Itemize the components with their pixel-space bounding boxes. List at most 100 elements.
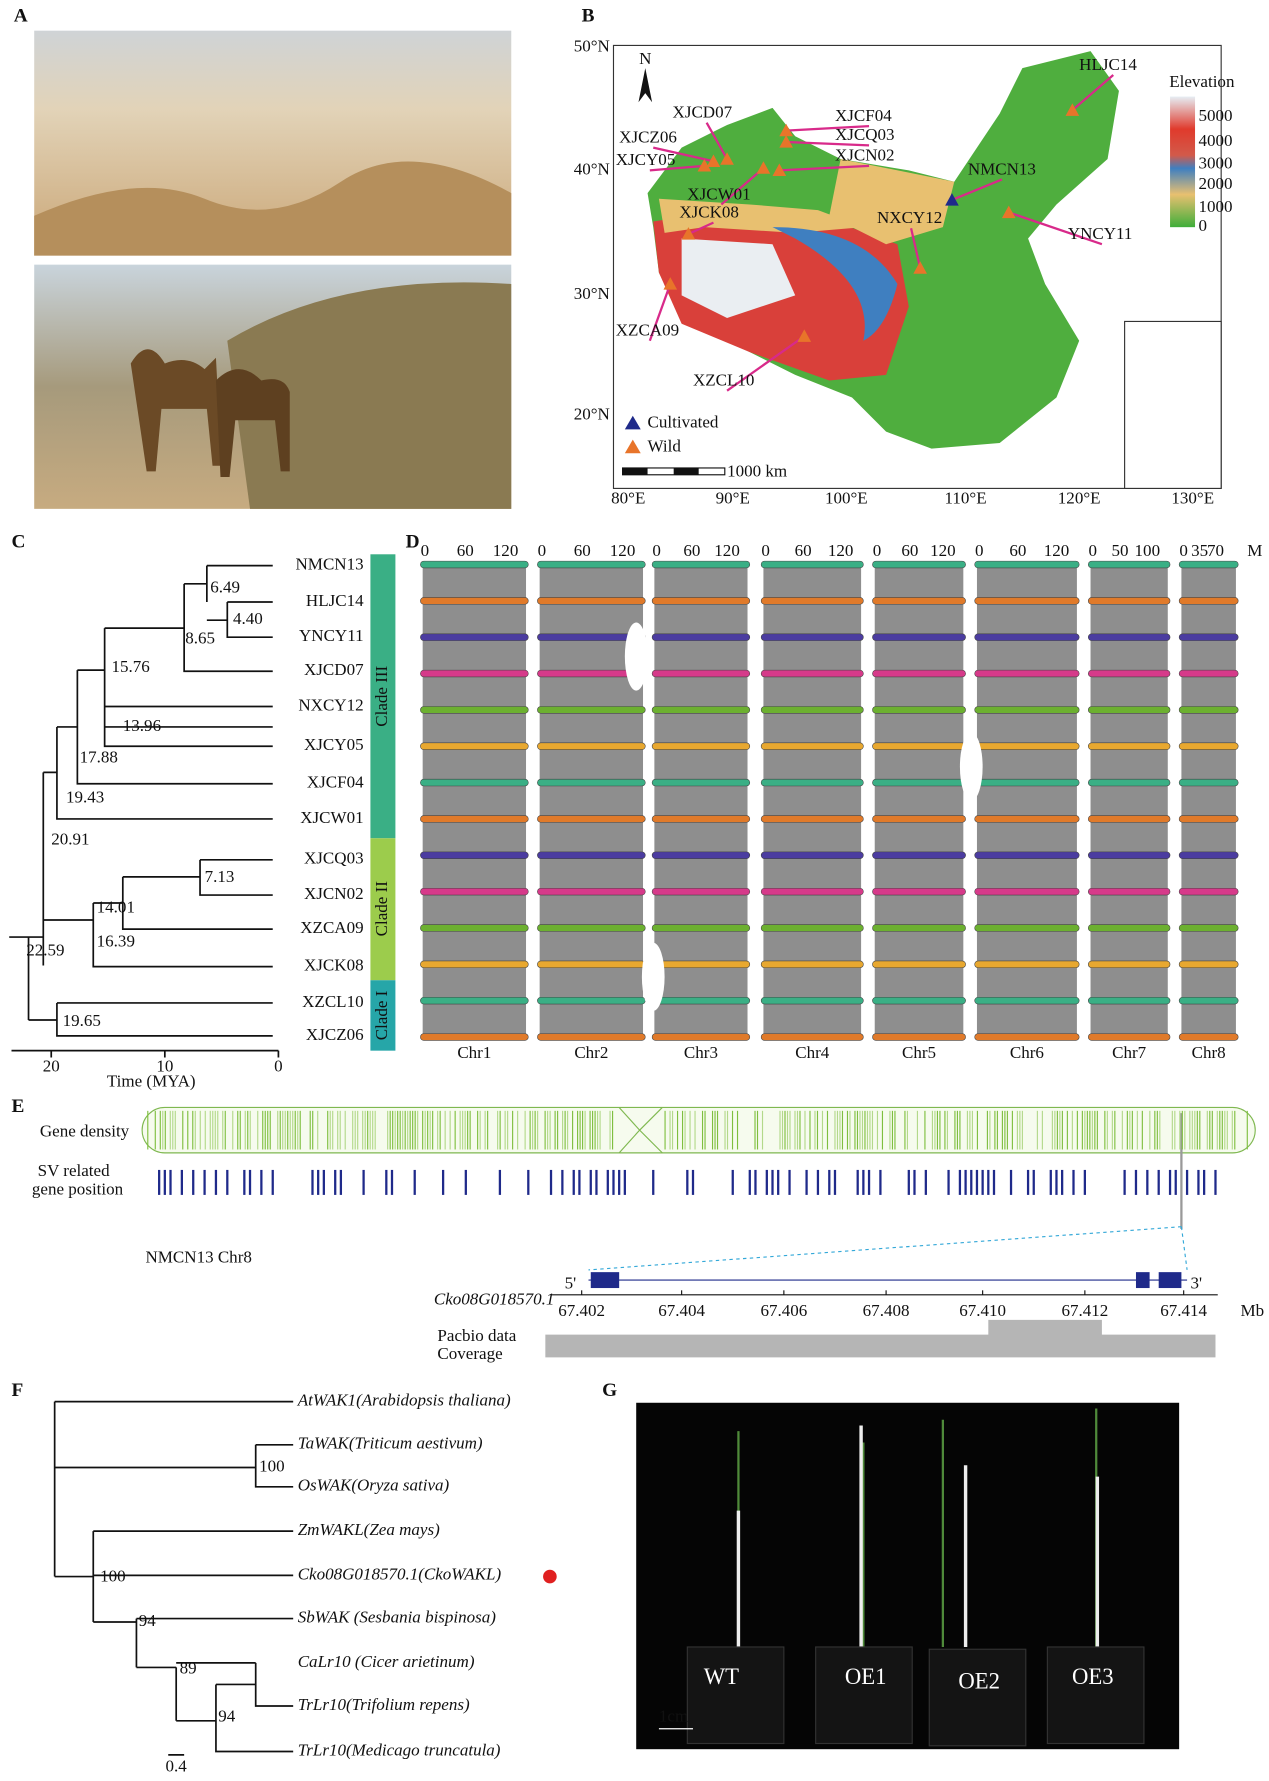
node-age: 19.43: [66, 787, 104, 806]
scale-label: 0.4: [166, 1756, 188, 1775]
exon: [1135, 1272, 1150, 1289]
position-label: 67.402: [558, 1301, 605, 1320]
map-desert: [829, 159, 955, 245]
chromosome-bar: [651, 633, 751, 641]
panel-letter: E: [11, 1096, 24, 1117]
chromosome-bar: [872, 887, 966, 896]
site-label: NMCN13: [968, 159, 1036, 178]
line-label: WT: [704, 1664, 739, 1689]
chromosome-bar: [420, 560, 529, 569]
chromosome-bar: [420, 742, 529, 750]
scale-tick: 70: [1207, 541, 1224, 560]
chromosome-bar: [760, 597, 864, 605]
strand-label: 5': [565, 1274, 577, 1293]
scale-bar: [673, 467, 699, 475]
taxon-label: XJCQ03: [304, 849, 364, 868]
chromosome-bar: [974, 887, 1080, 896]
chromosome-bar: [537, 778, 646, 787]
site-leader: [1008, 211, 1103, 246]
position-label: 67.404: [658, 1301, 705, 1320]
chromosome-bar: [1087, 996, 1171, 1005]
scale-tick: 0: [761, 541, 770, 560]
chromosome-bar: [537, 742, 646, 750]
chromosome-bar: [651, 706, 751, 714]
gene-label: OsWAK(Oryza sativa): [298, 1476, 450, 1495]
chromosome-bar: [1087, 633, 1171, 641]
chromosome-label: Chr6: [1010, 1043, 1044, 1062]
chromosome-bar: [651, 778, 751, 787]
gene-label: TrLr10(Medicago truncatula): [298, 1740, 501, 1759]
photo-detail: [34, 161, 512, 256]
chromosome-bar: [537, 924, 646, 932]
legend-tick: 0: [1198, 216, 1207, 235]
chromosome-bar: [420, 924, 529, 932]
site-label: XJCK08: [679, 202, 739, 221]
node-age: 16.39: [97, 932, 135, 951]
node-age: 22.59: [26, 941, 64, 960]
chromosome-bar: [1178, 778, 1239, 787]
site-marker: [779, 135, 793, 148]
zoom-lines: [588, 1226, 1188, 1271]
unit-label: Mb: [1240, 1301, 1264, 1320]
scale-tick: 60: [457, 541, 474, 560]
photo-detail: [686, 1646, 1145, 1747]
site-leader: [786, 124, 870, 132]
site-marker: [945, 193, 959, 206]
site-leader: [779, 164, 870, 172]
elevation-bar: [1170, 96, 1196, 228]
chromosome-bar: [1087, 706, 1171, 714]
scale-tick: 0: [975, 541, 984, 560]
site-label: XJCQ03: [835, 125, 895, 144]
chromosome-bar: [1087, 1033, 1171, 1041]
taxon-label: NMCN13: [296, 555, 364, 574]
chromosome-bar: [974, 924, 1080, 932]
exon: [590, 1272, 620, 1289]
node-age: 17.88: [80, 748, 118, 767]
scale-tick: 120: [930, 541, 956, 560]
chromosome-label: Chr5: [902, 1043, 936, 1062]
site-marker: [756, 161, 771, 174]
chromosome-bar: [651, 924, 751, 932]
exon: [1158, 1272, 1182, 1289]
chromosome-bar: [872, 560, 966, 569]
chromosome-bar: [420, 633, 529, 641]
scale-tick: 60: [683, 541, 700, 560]
taxon-label: YNCY11: [299, 626, 364, 645]
clade-bar: [370, 838, 396, 981]
chromosome-bar: [974, 815, 1080, 823]
chromosome-bar: [974, 996, 1080, 1005]
chromosome-bar: [760, 960, 864, 969]
latitude-label: 20°N: [574, 405, 610, 424]
chromosome-bar: [760, 778, 864, 787]
chromosome-bar: [651, 669, 751, 678]
map-snow: [681, 238, 796, 319]
site-label: XZCL10: [693, 371, 754, 390]
gene-label: CaLr10 (Cicer arietinum): [298, 1652, 475, 1671]
scale-tick: 120: [714, 541, 740, 560]
highlight-dot: [543, 1569, 557, 1584]
scale-tick: 0: [538, 541, 547, 560]
taxon-label: XJCF04: [307, 773, 364, 792]
chromosome-bar: [872, 742, 966, 750]
photo-detail: [736, 1425, 1100, 1647]
site-label: XJCY05: [616, 150, 676, 169]
panel-letter: F: [11, 1380, 23, 1401]
chromosome-bar: [1087, 597, 1171, 605]
taxon-label: XJCK08: [304, 956, 364, 975]
density-track: [141, 1106, 1256, 1154]
north-arrow: [638, 68, 653, 103]
chromosome-bar: [420, 851, 529, 859]
clade-label: Clade II: [372, 881, 391, 937]
site-label: XJCZ06: [619, 127, 677, 146]
chromosome-bar: [420, 778, 529, 787]
line-label: OE1: [845, 1664, 887, 1689]
chromosome-bar: [974, 1033, 1080, 1041]
chromosome-bar: [1178, 633, 1239, 641]
chromosome-bar: [872, 1033, 966, 1041]
synteny-gap: [641, 942, 665, 1011]
taxon-label: NXCY12: [298, 695, 363, 714]
chromosome-bar: [537, 1033, 646, 1041]
chromosome-bar: [760, 996, 864, 1005]
site-leader: [909, 228, 922, 269]
